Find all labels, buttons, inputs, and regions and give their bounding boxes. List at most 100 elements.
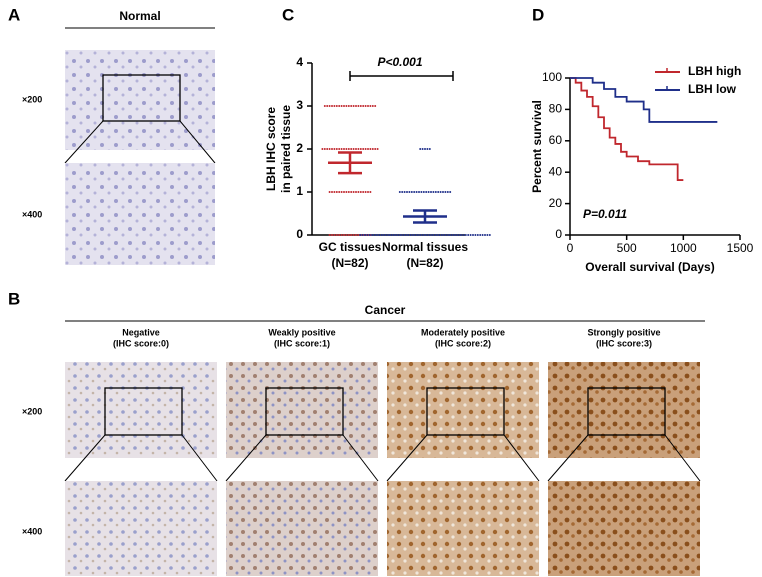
- dot: [357, 105, 360, 107]
- dot: [469, 234, 472, 236]
- dot: [383, 234, 386, 236]
- dot: [362, 191, 365, 193]
- inset-box: [265, 387, 344, 436]
- dot: [347, 148, 350, 150]
- dot: [340, 234, 343, 236]
- y-axis-label: LBH IHC score: [264, 107, 278, 191]
- dot-row: [321, 148, 379, 150]
- inset-box: [426, 387, 505, 436]
- dot: [357, 148, 360, 150]
- dot: [433, 234, 436, 236]
- micrograph: [65, 481, 217, 576]
- dot: [479, 234, 482, 236]
- micrograph: [65, 163, 215, 265]
- magnification: ×400: [22, 209, 42, 219]
- dot: [364, 191, 367, 193]
- dot: [419, 234, 422, 236]
- column-score: (IHC score:3): [596, 338, 652, 348]
- dot: [385, 234, 388, 236]
- dot: [333, 105, 336, 107]
- dot: [410, 191, 413, 193]
- inset-box: [587, 387, 666, 436]
- y-tick-label: 80: [549, 102, 563, 116]
- annotation: P<0.001: [377, 55, 422, 69]
- dot: [388, 234, 390, 236]
- dot: [333, 234, 336, 236]
- dot: [357, 234, 360, 236]
- dot: [445, 234, 448, 236]
- dot: [421, 234, 424, 236]
- dot-row: [323, 105, 377, 107]
- y-tick-label: 1: [296, 184, 303, 198]
- dot: [420, 191, 423, 193]
- panel-label: A: [8, 5, 20, 24]
- dot: [434, 191, 437, 193]
- dot: [444, 191, 447, 193]
- dot: [371, 105, 374, 107]
- dot: [449, 191, 452, 193]
- dot: [343, 234, 345, 236]
- zoom-line: [664, 434, 701, 482]
- survival-curve: [570, 77, 718, 123]
- dot: [474, 234, 477, 236]
- dot: [338, 105, 341, 107]
- y-tick-label: 60: [549, 133, 563, 147]
- dot: [321, 148, 324, 150]
- dot: [442, 191, 444, 193]
- dot: [488, 234, 491, 236]
- dot: [486, 234, 489, 236]
- dot: [355, 105, 357, 107]
- dot: [371, 148, 374, 150]
- x-tick-label: 1000: [670, 241, 697, 255]
- y-tick-label: 40: [549, 164, 563, 178]
- dot: [464, 234, 467, 236]
- dot: [446, 191, 449, 193]
- y-axis-label: in paired tissue: [279, 105, 293, 193]
- x-axis-label: Overall survival (Days): [585, 260, 714, 274]
- dot: [323, 105, 326, 107]
- micrograph: [387, 481, 539, 576]
- dot: [343, 191, 345, 193]
- dot: [413, 191, 416, 193]
- dot: [398, 191, 401, 193]
- dot: [335, 148, 338, 150]
- dot: [409, 234, 412, 236]
- inset-box: [102, 74, 181, 122]
- dot: [331, 191, 333, 193]
- micrograph: [548, 481, 700, 576]
- y-tick-label: 4: [296, 55, 303, 69]
- column-title: Strongly positive: [587, 327, 660, 337]
- zoom-line: [225, 434, 267, 482]
- cancer-columns: Negative(IHC score:0)Weakly positive(IHC…: [64, 327, 701, 576]
- x-tick-label: GC tissues: [319, 240, 382, 254]
- dot: [335, 191, 338, 193]
- dot: [424, 148, 426, 150]
- annotation: P=0.011: [583, 207, 627, 221]
- dot: [350, 105, 353, 107]
- dot: [331, 105, 333, 107]
- dot: [328, 148, 331, 150]
- zoom-line: [342, 434, 379, 482]
- dot: [359, 148, 362, 150]
- dot: [328, 191, 331, 193]
- micrograph: [548, 362, 700, 458]
- dot-row: [398, 191, 452, 193]
- dot: [421, 148, 424, 150]
- inset-box: [104, 387, 183, 436]
- x-tick-note: (N=82): [406, 256, 443, 270]
- column-score: (IHC score:1): [274, 338, 330, 348]
- dot: [419, 148, 422, 150]
- error-bar: [413, 209, 437, 224]
- micrograph: [65, 362, 217, 458]
- y-tick-label: 0: [296, 227, 303, 241]
- dot: [416, 234, 419, 236]
- column-title: Moderately positive: [421, 327, 505, 337]
- dot: [350, 191, 353, 193]
- dot: [328, 234, 331, 236]
- dot: [367, 105, 369, 107]
- dot: [357, 191, 360, 193]
- dot: [347, 191, 350, 193]
- x-tick-label: 500: [617, 241, 637, 255]
- dot: [472, 234, 474, 236]
